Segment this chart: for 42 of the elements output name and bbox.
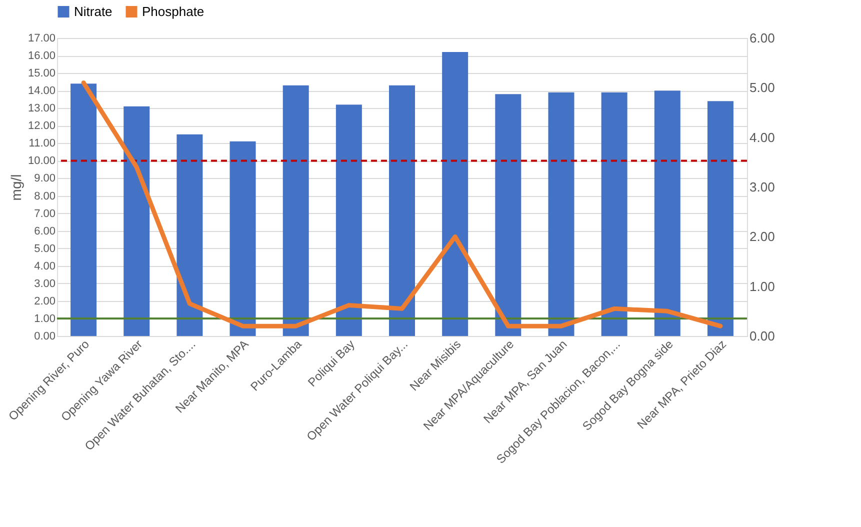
bar <box>176 134 203 336</box>
line-series <box>81 80 723 328</box>
y-tick-label: 12.00 <box>28 120 56 132</box>
y-tick-label: 7.00 <box>34 208 56 220</box>
y-tick-label: 9.00 <box>34 172 56 185</box>
y-axis-title: mg/l <box>8 174 24 201</box>
y-tick-label: 4.00 <box>34 260 56 272</box>
bar <box>282 85 309 336</box>
y-tick-label: 2.00 <box>34 295 56 308</box>
bar <box>230 141 256 336</box>
bar <box>336 104 362 336</box>
y-tick-label: 16.00 <box>28 50 56 62</box>
y-tick-label: 8.00 <box>34 190 56 202</box>
bar <box>654 90 680 336</box>
y2-tick-label: 5.00 <box>750 80 775 96</box>
y-tick-label: 13.00 <box>28 102 56 115</box>
legend-label: Phosphate <box>142 4 204 19</box>
y-tick-label: 15.00 <box>28 68 56 80</box>
bar <box>548 92 574 336</box>
y-tick-label: 11.00 <box>28 138 56 150</box>
y2-tick-label: 1.00 <box>750 278 775 294</box>
bar <box>601 92 628 336</box>
y2-tick-label: 3.00 <box>750 180 775 194</box>
y-tick-label: 6.00 <box>34 225 56 238</box>
y-tick-label: 10.00 <box>28 155 56 168</box>
y2-tick-label: 4.00 <box>750 130 775 145</box>
y2-tick-label: 0.00 <box>750 328 775 344</box>
bar <box>124 106 150 336</box>
bar <box>495 94 522 336</box>
bar <box>70 84 97 336</box>
y-tick-label: 5.00 <box>34 242 56 255</box>
y-tick-label: 3.00 <box>34 278 56 290</box>
y2-tick-label: 6.00 <box>750 30 775 46</box>
y-tick-label: 14.00 <box>28 85 56 98</box>
bar <box>389 85 415 336</box>
bar <box>707 101 734 336</box>
y-tick-label: 17.00 <box>28 32 56 44</box>
y2-tick-label: 2.00 <box>750 229 775 244</box>
legend-label: Nitrate <box>74 4 112 19</box>
y-tick-label: 1.00 <box>34 312 56 325</box>
y-tick-label: 0.00 <box>34 330 56 342</box>
bar <box>442 52 468 336</box>
